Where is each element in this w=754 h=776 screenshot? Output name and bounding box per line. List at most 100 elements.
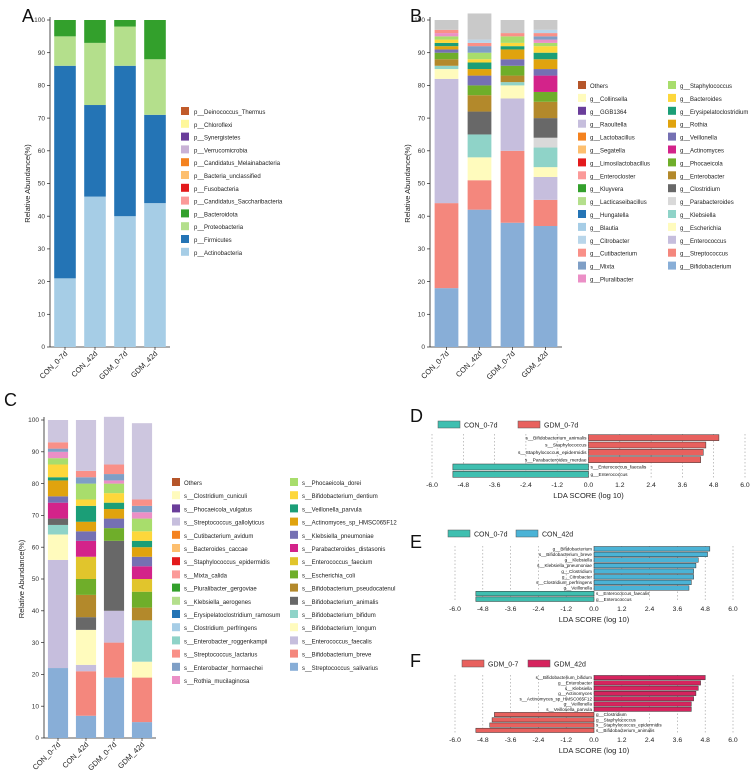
x-tick-label-gdm-42d: GDM_42d: [116, 740, 147, 771]
legend-swatch-s-parabacteroides-distasonis: [290, 544, 298, 552]
bar-segment-p-actinobacteria-con-0-7d: [54, 278, 76, 347]
legend-swatch-g-mixta: [578, 261, 586, 270]
legend-label-gdm-42d: GDM_42d: [554, 662, 586, 669]
legend-label-s-bifidobacterium-pseudocatenul: s__Bifidobacterium_pseudocatenul: [302, 587, 395, 593]
bar-segment-g-enterococcus-gdm-42d: [533, 176, 558, 200]
legend-swatch-con-0-7d: [437, 420, 461, 429]
bar-segment-g-clostridium-gdm-42d: [533, 118, 558, 138]
legend-swatch-s-actinomyces-sp-hmsc065f12: [290, 517, 298, 526]
legend-swatch-g-erysipelatoclostridium: [668, 106, 676, 115]
bar-segment-s-enterococcus-faecium-gdm-42d: [131, 579, 153, 592]
legend-label-s-clostridium-perfringens: s__Clostridium_perfringens: [184, 626, 257, 632]
x-axis-title: LDA SCORE (log 10): [559, 615, 630, 624]
legend-label-g-citrobacter: g__Citrobacter: [590, 239, 629, 245]
lda-bar-g-enterococcus: [475, 596, 595, 602]
legend-label-g-klebsiella: g__Klebsiella: [680, 213, 716, 219]
x-tick-label: 4.8: [700, 737, 710, 744]
legend-swatch-p-actinobacteria: [181, 247, 189, 256]
x-tick-label: 4.8: [709, 482, 719, 489]
bar-segment-s-parabacteroides-distasonis-gdm-42d: [131, 566, 153, 579]
bar-segment-s-bifidobacterium-dentium-gdm-0-7d: [103, 493, 125, 503]
legend-swatch-s-escherichia-coli: [290, 570, 298, 579]
legend-swatch-s-enterococcus-faecium: [290, 557, 298, 566]
bar-segment-s-bifidobacterium-longum-gdm-42d: [131, 661, 153, 678]
lda-label-s-actinomyces-sp-hmsc065f12: s__Actinomyces_sp_HMSC065F12: [519, 696, 592, 701]
legend-label-g-enterobacter: g__Enterobacter: [680, 174, 724, 180]
x-tick-label: 6.0: [728, 606, 738, 613]
bar-segment-g-pluralibacter-con-0-7d: [434, 33, 459, 37]
bar-segment-g-others-rest-gdm-42d: [533, 20, 558, 30]
legend-label-s-erysipelatoclostridium-ramosum: s__Erysipelatoclostridium_ramosum: [184, 613, 280, 619]
lda-bar-s-staphylococcus-epidermidis: [588, 449, 704, 456]
legend-label-s-streptococcus-gallolyticus: s__Streptococcus_gallolyticus: [184, 521, 264, 527]
legend-label-s-klebsiella-aerogenes: s__Klebsiella_aerogenes: [184, 600, 251, 606]
bar-segment-g-actinomyces-gdm-42d: [533, 75, 558, 92]
x-tick-label: 6.0: [740, 482, 750, 489]
legend-label-s-rothia-mucilaginosa: s__Rothia_mucilaginosa: [184, 679, 250, 685]
lda-label-s-clostridium-perfringens: s__Clostridium_perfringens: [536, 580, 593, 585]
legend-swatch-s-streptococcus-salivarius: [290, 662, 298, 671]
lda-bar-g-actinomyces: [593, 691, 697, 696]
bar-segment-s-bifidobacterium-animalis-con-42d: [75, 617, 97, 630]
x-tick-label: -6.0: [426, 482, 438, 489]
lda-bar-s-clostridium-perfringens: [593, 579, 692, 585]
legend-label-s-escherichia-coli: s__Escherichia_coli: [302, 573, 355, 579]
legend-label-s-staphylococcus-epidermidis: s__Staphylococcus_epidermidis: [184, 560, 270, 566]
bar-segment-g-cutibacterium-gdm-42d: [533, 33, 558, 37]
legend-swatch-g-klebsiella: [668, 210, 676, 218]
legend-label-p-verrucomicrobia: p__Verrucomicrobia: [194, 148, 248, 154]
bar-segment-s-streptococcus-salivarius-gdm-0-7d: [103, 677, 125, 738]
legend-swatch-s-bifidobacterium-longum: [290, 623, 298, 632]
panel-b-legend: Others g__Collinsella g__GGB1364 g__Raoulte…: [578, 81, 748, 284]
lda-bar-g-veillonella: [593, 701, 692, 707]
x-tick-label: 1.2: [617, 737, 627, 744]
panel-d-lda-chart: CON_0-7d GDM_0-7d -6.0 -4.8 -3.6 -2.4 -1.2 0.0 1…: [426, 420, 750, 500]
legend-swatch-p-candidatus-melainabacteria: [181, 158, 189, 167]
legend-label-gdm-0-7d: GDM_0-7d: [544, 423, 578, 430]
legend-label-g-actinomyces: g__Actinomyces: [680, 149, 724, 155]
bar-segment-s-streptococcus-salivarius-con-0-7d: [47, 668, 69, 738]
legend-label-p-candidatus-saccharibacteria: p__Candidatus_Saccharibacteria: [194, 200, 283, 206]
legend-label-s-streptococcus-salivarius: s__Streptococcus_salivarius: [302, 666, 378, 672]
legend-swatch-s-streptococcus-gallolyticus: [172, 517, 180, 526]
legend-swatch-s-klebsiella-aerogenes: [172, 596, 180, 605]
legend-swatch-g-escherichia: [668, 222, 676, 231]
bar-segment-g-enterobacter-con-0-7d: [434, 59, 459, 66]
bar-segment-s-klebsiella-pneumoniae-gdm-42d: [131, 556, 153, 567]
bar-segment-p-proteobacteria-con-0-7d: [54, 36, 76, 66]
legend-swatch-g-enterocloster: [578, 171, 586, 180]
legend-swatch-g-blautia: [578, 222, 586, 231]
panel-b-stacked-bar-chart: Relative Abundance(%) 0 10 20 30 40 50 60 70 80 90…: [403, 13, 562, 381]
x-tick-label: 0.0: [589, 737, 599, 744]
bar-segment-g-mixta-gdm-42d: [533, 36, 558, 40]
x-tick-label: 6.0: [728, 737, 738, 744]
legend-swatch-p-candidatus-saccharibacteria: [181, 196, 189, 205]
x-tick-label-gdm-0-7d: GDM_0-7d: [485, 349, 517, 381]
bar-segment-g-veillonella-gdm-42d: [533, 69, 558, 76]
bar-segment-s-bifidobacterium-pseudocatenul-con-42d: [75, 594, 97, 618]
bar-segment-p-bacteroidota-gdm-0-7d: [114, 20, 136, 27]
legend-swatch-p-synergistetes: [181, 132, 189, 141]
legend-label-s-enterococcus-faecalis: s__Enterococcus_faecalis: [302, 639, 372, 645]
bar-segment-s-escherichia-coli-gdm-42d: [131, 591, 153, 608]
bar-segment-p-proteobacteria-con-42d: [84, 42, 106, 106]
x-tick-label: -4.8: [457, 482, 469, 489]
bar-segment-s-bifidobacterium-longum-con-42d: [75, 629, 97, 665]
bar-segment-s-escherichia-coli-con-42d: [75, 579, 97, 595]
bar-segment-g-bifidobacterium-gdm-0-7d: [500, 222, 525, 347]
bar-segment-s-bifidobacterium-bifidum-gdm-42d: [131, 620, 153, 662]
legend-swatch-g-enterococcus: [668, 235, 676, 244]
panel-c-legend: Others s__Clostridium_cuniculi s__Phocaeic…: [172, 478, 397, 685]
legend-swatch-s-pluralibacter-gergoviae: [172, 583, 180, 592]
legend-label-g-segatella: g__Segatella: [590, 149, 626, 155]
y-tick-label: 100: [34, 17, 45, 24]
bar-segment-g-enterobacter-con-42d: [467, 95, 492, 112]
legend-swatch-s-enterobacter-hormaechei: [172, 662, 180, 671]
legend-swatch-g-actinomyces: [668, 145, 676, 154]
legend-label-p-candidatus-melainabacteria: p__Candidatus_Melainabacteria: [194, 161, 281, 167]
bar-segment-g-cutibacterium-con-0-7d: [434, 29, 459, 34]
bar-segment-g-veillonella-con-42d: [467, 75, 492, 86]
bar-segment-g-rothia-con-42d: [467, 69, 492, 76]
x-tick-label-gdm-42d: GDM_42d: [519, 349, 550, 380]
